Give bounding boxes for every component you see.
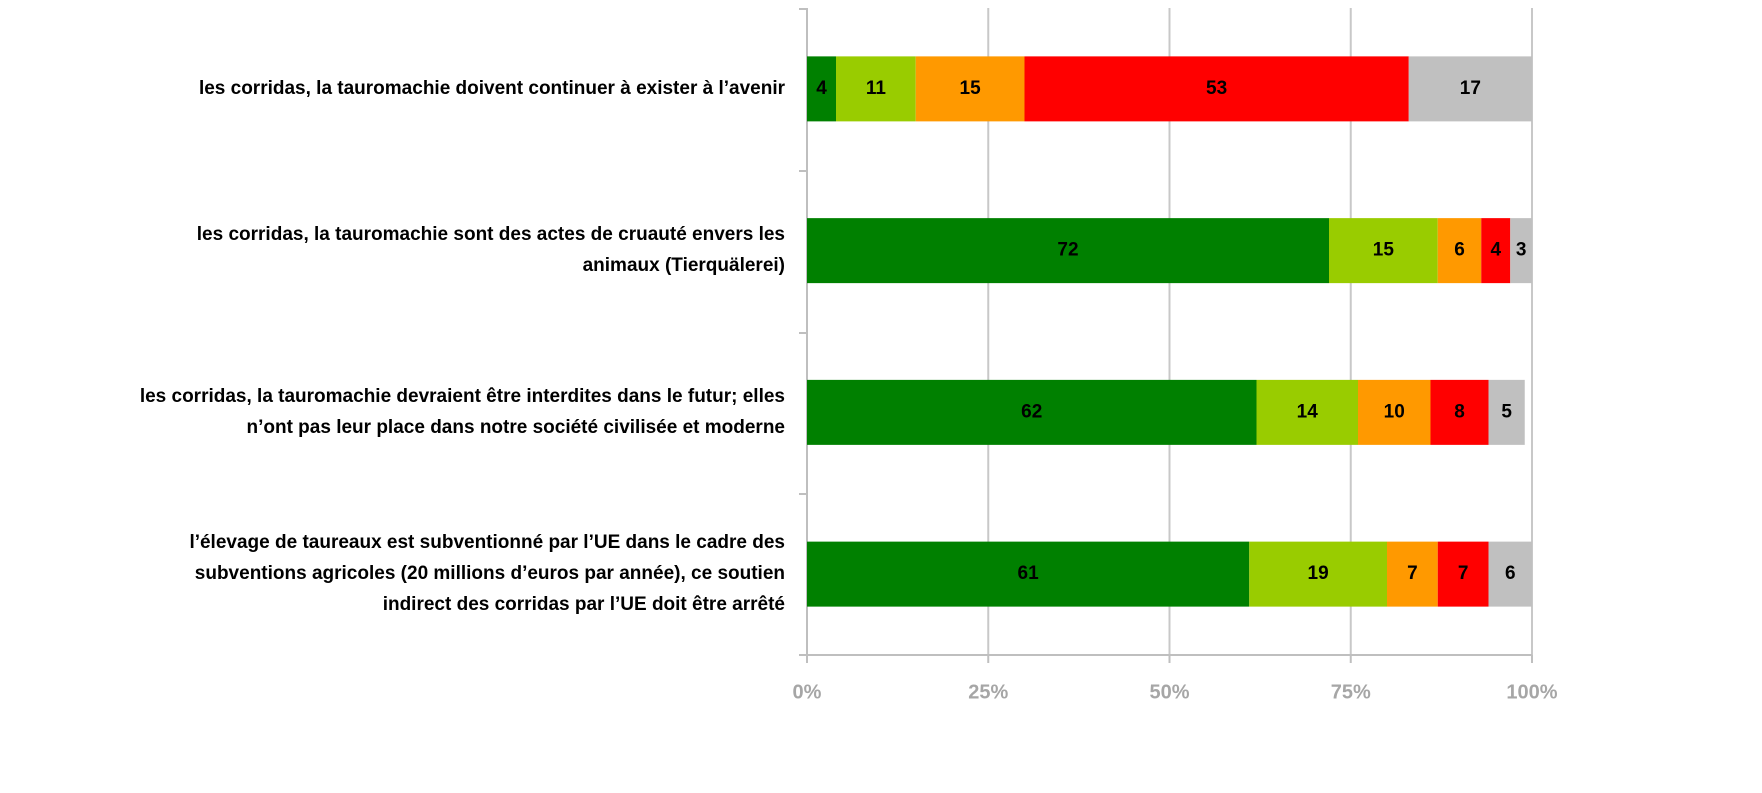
x-tick-label: 100% bbox=[1506, 681, 1557, 703]
bar-segment bbox=[1437, 218, 1482, 284]
bar-segment bbox=[1329, 218, 1438, 284]
bar-segment bbox=[836, 56, 916, 122]
data-label: 72 bbox=[1057, 240, 1078, 261]
bar-segment bbox=[915, 56, 1025, 122]
data-label: 4 bbox=[816, 78, 827, 99]
data-label: 6 bbox=[1454, 240, 1465, 261]
bar-segment bbox=[1481, 218, 1511, 284]
bar-segment bbox=[1437, 541, 1489, 607]
x-tick-label: 25% bbox=[968, 681, 1008, 703]
category-label: les corridas, la tauromachie devraient ê… bbox=[140, 386, 785, 407]
bar-segment bbox=[1387, 541, 1438, 607]
bar-segment bbox=[1024, 56, 1409, 122]
bar-segment bbox=[1408, 56, 1532, 122]
data-label: 3 bbox=[1516, 240, 1527, 261]
bar-segment bbox=[807, 379, 1257, 445]
bar-segment bbox=[807, 541, 1250, 607]
bar-segment bbox=[1256, 379, 1358, 445]
x-tick-label: 50% bbox=[1149, 681, 1189, 703]
category-label: les corridas, la tauromachie doivent con… bbox=[199, 78, 786, 99]
x-tick-label: 75% bbox=[1331, 681, 1371, 703]
data-label: 10 bbox=[1384, 401, 1405, 422]
category-label: subventions agricoles (20 millions d’eur… bbox=[195, 563, 785, 584]
data-label: 19 bbox=[1308, 563, 1329, 584]
category-label: les corridas, la tauromachie sont des ac… bbox=[197, 224, 785, 245]
category-label: indirect des corridas par l’UE doit être… bbox=[383, 594, 785, 615]
bar-segment bbox=[1488, 541, 1532, 607]
x-tick-label: 0% bbox=[793, 681, 822, 703]
data-label: 14 bbox=[1297, 401, 1319, 422]
data-label: 53 bbox=[1206, 78, 1227, 99]
bar-segment bbox=[807, 218, 1329, 284]
category-label: animaux (Tierquälerei) bbox=[583, 255, 785, 276]
data-label: 17 bbox=[1460, 78, 1481, 99]
bar-segment bbox=[1510, 218, 1532, 284]
data-label: 15 bbox=[1373, 240, 1395, 261]
bar-segment bbox=[1358, 379, 1431, 445]
data-label: 15 bbox=[960, 78, 982, 99]
data-label: 61 bbox=[1018, 563, 1040, 584]
data-label: 11 bbox=[866, 78, 887, 99]
data-label: 4 bbox=[1490, 240, 1501, 261]
data-label: 62 bbox=[1021, 401, 1042, 422]
bar-segment bbox=[1249, 541, 1387, 607]
data-label: 5 bbox=[1501, 401, 1512, 422]
data-label: 7 bbox=[1407, 563, 1418, 584]
category-label: n’ont pas leur place dans notre société … bbox=[246, 417, 785, 438]
y-axis-ticks bbox=[799, 8, 807, 656]
bar-segment bbox=[1488, 379, 1525, 445]
bar-segment bbox=[807, 56, 836, 122]
data-label: 8 bbox=[1454, 401, 1465, 422]
data-label: 7 bbox=[1458, 563, 1469, 584]
bar-segment bbox=[1430, 379, 1489, 445]
category-label: l’élevage de taureaux est subventionné p… bbox=[189, 532, 785, 553]
data-label: 6 bbox=[1505, 563, 1516, 584]
